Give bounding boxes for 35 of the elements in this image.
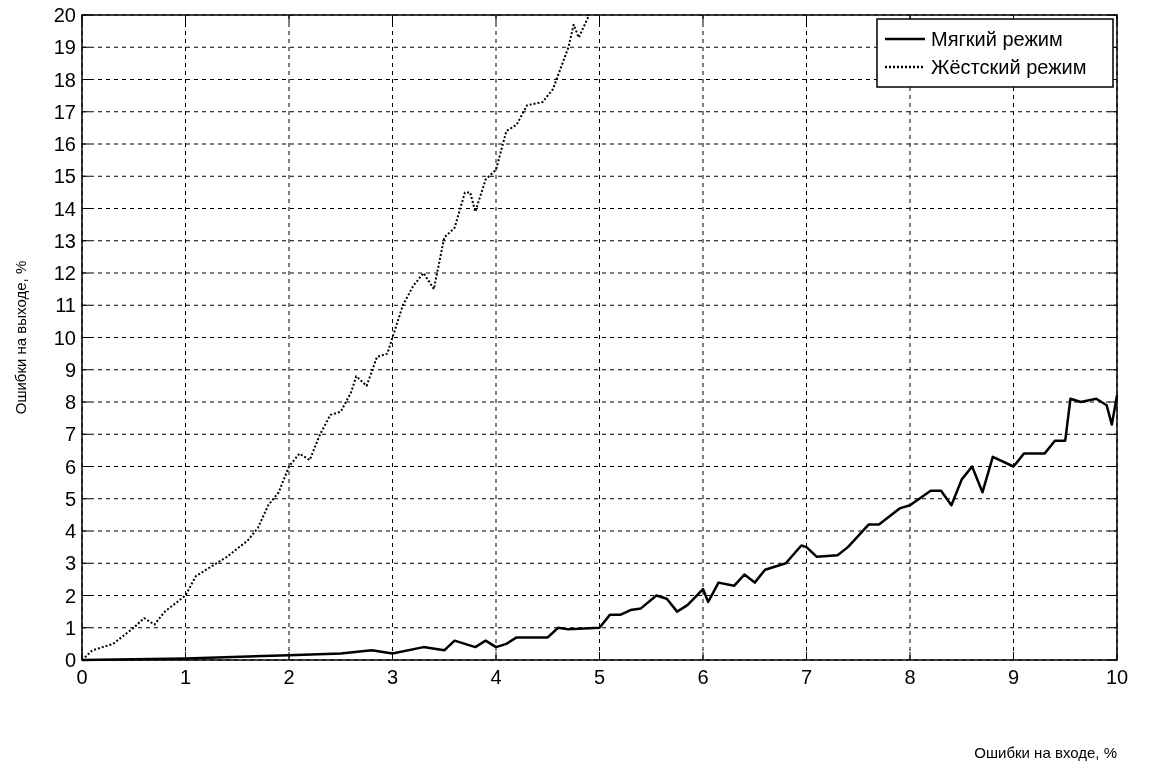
y-tick-label: 0 (64, 649, 76, 671)
x-tick-label: 1 (179, 666, 192, 688)
x-tick-label: 3 (386, 666, 399, 688)
y-tick-label: 8 (64, 391, 76, 413)
legend-label: Жёстский режим (931, 56, 1087, 78)
y-tick-label: 2 (64, 584, 76, 607)
y-tick-label: 7 (64, 423, 76, 446)
x-tick-label: 10 (1105, 666, 1129, 688)
x-tick-label: 4 (490, 666, 502, 688)
y-tick-label: 12 (53, 262, 76, 284)
y-tick-label: 1 (64, 616, 76, 639)
x-axis-title: Ошибки на входе, % (974, 744, 1117, 761)
y-tick-label: 20 (53, 4, 76, 26)
y-tick-label: 5 (64, 487, 76, 510)
legend-label: Мягкий режим (931, 28, 1063, 50)
x-tick-label: 6 (697, 666, 709, 688)
y-tick-label: 16 (53, 133, 76, 155)
x-tick-label: 2 (283, 666, 295, 688)
x-tick-label: 5 (593, 666, 606, 688)
y-tick-label: 13 (53, 229, 76, 252)
y-axis-title: Ошибки на выходе, % (12, 260, 29, 415)
x-tick-label: 8 (904, 666, 916, 688)
y-tick-label: 19 (53, 36, 76, 59)
y-tick-label: 3 (64, 552, 76, 575)
y-tick-label: 6 (64, 455, 76, 478)
y-tick-label: 4 (64, 520, 76, 542)
y-tick-label: 17 (53, 100, 76, 123)
y-tick-label: 10 (53, 326, 76, 349)
x-tick-label: 7 (800, 666, 813, 688)
y-tick-label: 11 (55, 294, 76, 317)
y-tick-label: 14 (53, 197, 76, 220)
y-tick-label: 9 (64, 358, 76, 381)
x-tick-label: 9 (1007, 666, 1020, 688)
y-tick-label: 15 (53, 165, 76, 188)
y-tick-label: 18 (53, 68, 76, 91)
